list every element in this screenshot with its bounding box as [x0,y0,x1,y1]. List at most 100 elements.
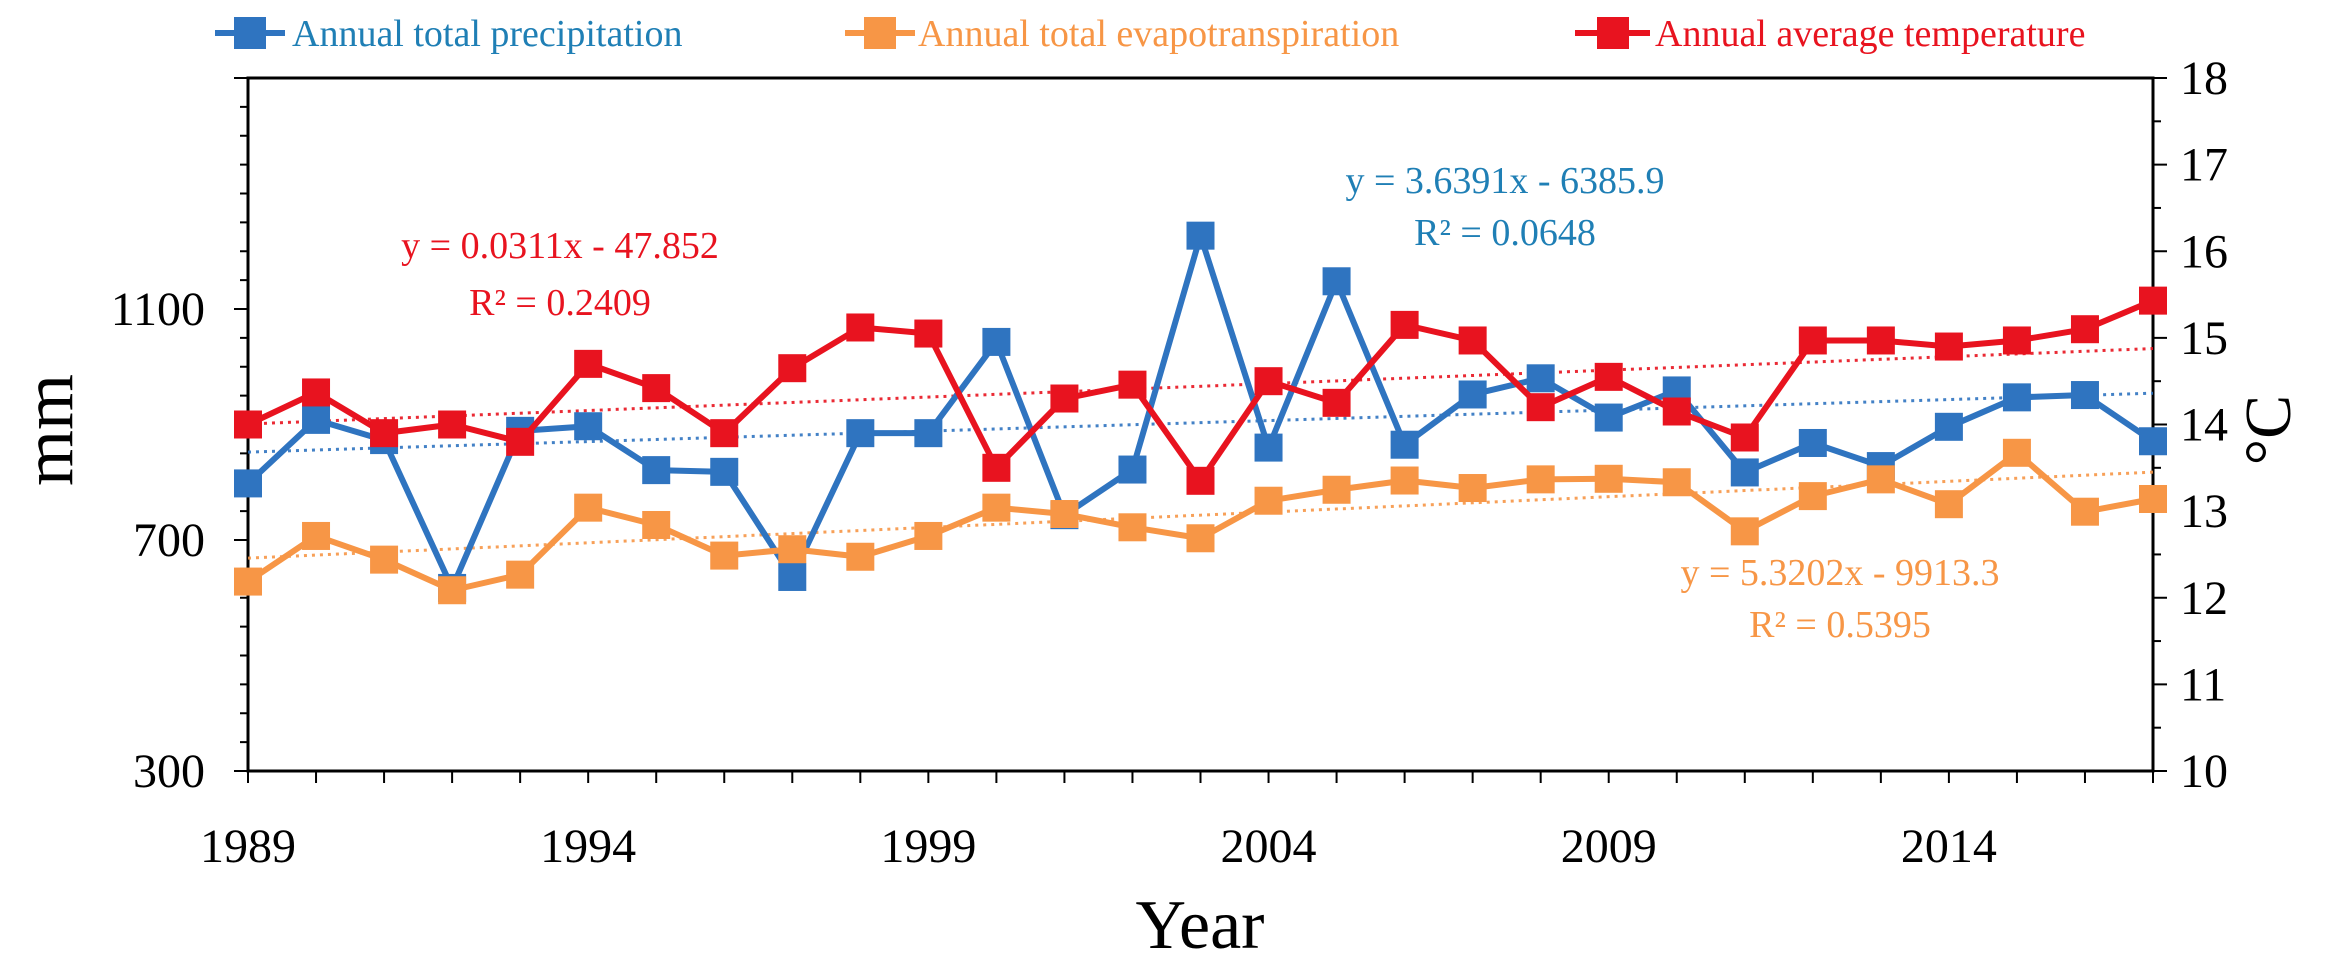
data-point-2 [234,410,262,439]
data-point-0 [1254,433,1283,462]
data-point-0 [1118,455,1147,484]
data-point-1 [1458,474,1487,503]
annotation-precipitation: y = 3.6391x - 6385.9 R² = 0.0648 [1345,160,1664,254]
legend-marker-temperature [1597,17,1629,49]
series [234,221,2167,605]
legend-label-temperature: Annual average temperature [1655,13,2085,55]
x-tick-label: 2004 [1221,820,1317,873]
data-point-2 [370,419,399,448]
legend-item-evapotranspiration: Annual total evapotranspiration [845,13,1399,55]
annotation-evapotranspiration-eq: y = 5.3202x - 9913.3 [1680,552,1999,594]
data-point-1 [574,493,603,522]
y-tick-label: 700 [133,514,205,567]
x-tick-label: 1999 [880,820,976,873]
data-point-1 [438,576,467,605]
data-point-0 [1186,221,1215,250]
trendline-2 [247,347,2154,426]
data-point-2 [2070,315,2099,344]
data-point-1 [1118,513,1147,542]
data-point-1 [1662,468,1691,497]
legend-item-temperature: Annual average temperature [1575,13,2085,55]
data-point-0 [1730,458,1759,487]
data-point-0 [1390,430,1419,459]
data-point-1 [1526,465,1555,494]
y2-tick-label: 16 [2180,225,2228,278]
y2-tick-label: 11 [2180,658,2226,711]
data-point-1 [846,542,875,571]
data-point-2 [506,427,535,456]
data-point-1 [2139,484,2167,513]
data-point-2 [710,419,739,448]
x-tick-label: 2009 [1561,820,1657,873]
legend-marker-precipitation [234,17,266,49]
data-point-1 [1866,465,1895,494]
trendline-0 [247,391,2154,454]
data-point-2 [1118,370,1147,399]
y-tick-label: 300 [133,745,205,798]
data-point-1 [1798,482,1827,511]
x-tick-label: 2014 [1901,820,1997,873]
data-point-1 [1254,486,1283,515]
data-point-2 [914,319,943,348]
data-point-0 [1594,403,1623,432]
data-point-1 [778,535,807,564]
data-point-0 [2002,383,2031,412]
y2-tick-label: 10 [2180,745,2228,798]
annotation-temperature-r2: R² = 0.2409 [469,282,651,324]
y2-tick-label: 14 [2180,399,2228,452]
annotation-evapotranspiration-r2: R² = 0.5395 [1749,604,1931,646]
data-point-0 [234,469,262,498]
data-point-0 [1322,267,1351,296]
trendline-1 [247,470,2154,560]
data-point-1 [642,510,671,539]
data-point-1 [370,545,399,574]
annotation-temperature-eq: y = 0.0311x - 47.852 [401,225,719,267]
tick-labels: 1989 1994 1999 2004 2009 2014 300 700 1100 10 11 12… [111,52,2228,873]
data-point-2 [1186,466,1215,495]
data-point-0 [710,457,739,486]
annotation-evapotranspiration: y = 5.3202x - 9913.3 R² = 0.5395 [1680,552,1999,646]
data-point-1 [506,560,535,589]
data-point-1 [1934,490,1963,519]
data-point-1 [234,567,262,596]
data-point-2 [2002,326,2031,355]
y-tick-label: 1100 [111,283,205,336]
data-point-2 [1866,326,1895,355]
data-point-0 [846,419,875,448]
data-point-2 [1390,310,1419,339]
data-point-1 [2070,497,2099,526]
data-point-0 [1798,428,1827,457]
data-point-0 [1934,412,1963,441]
trendlines [247,347,2154,560]
data-point-2 [1934,332,1963,361]
legend-label-precipitation: Annual total precipitation [292,13,682,55]
data-point-2 [1254,367,1283,396]
ticks [234,77,2167,783]
data-point-0 [1458,380,1487,409]
y2-tick-label: 12 [2180,572,2228,625]
data-point-2 [574,349,603,378]
data-point-2 [1458,326,1487,355]
data-point-1 [914,521,943,550]
x-axis-title: Year [1136,887,1265,964]
data-point-1 [1390,466,1419,495]
y2-tick-label: 18 [2180,52,2228,105]
legend-item-precipitation: Annual total precipitation [215,13,682,55]
data-point-1 [1322,475,1351,504]
data-point-2 [982,453,1011,482]
data-point-2 [778,354,807,383]
annotation-precipitation-eq: y = 3.6391x - 6385.9 [1345,160,1664,202]
data-point-0 [914,419,943,448]
data-point-2 [1050,384,1079,413]
annotation-precipitation-r2: R² = 0.0648 [1414,212,1596,254]
data-point-2 [2139,286,2167,315]
annotation-temperature: y = 0.0311x - 47.852 R² = 0.2409 [401,225,719,324]
data-point-1 [302,521,331,550]
legend-marker-evapotranspiration [864,17,896,49]
y-axis-title: mm [8,374,88,486]
data-point-2 [642,374,671,403]
data-point-2 [302,378,331,407]
data-point-2 [438,410,467,439]
y2-tick-label: 13 [2180,485,2228,538]
